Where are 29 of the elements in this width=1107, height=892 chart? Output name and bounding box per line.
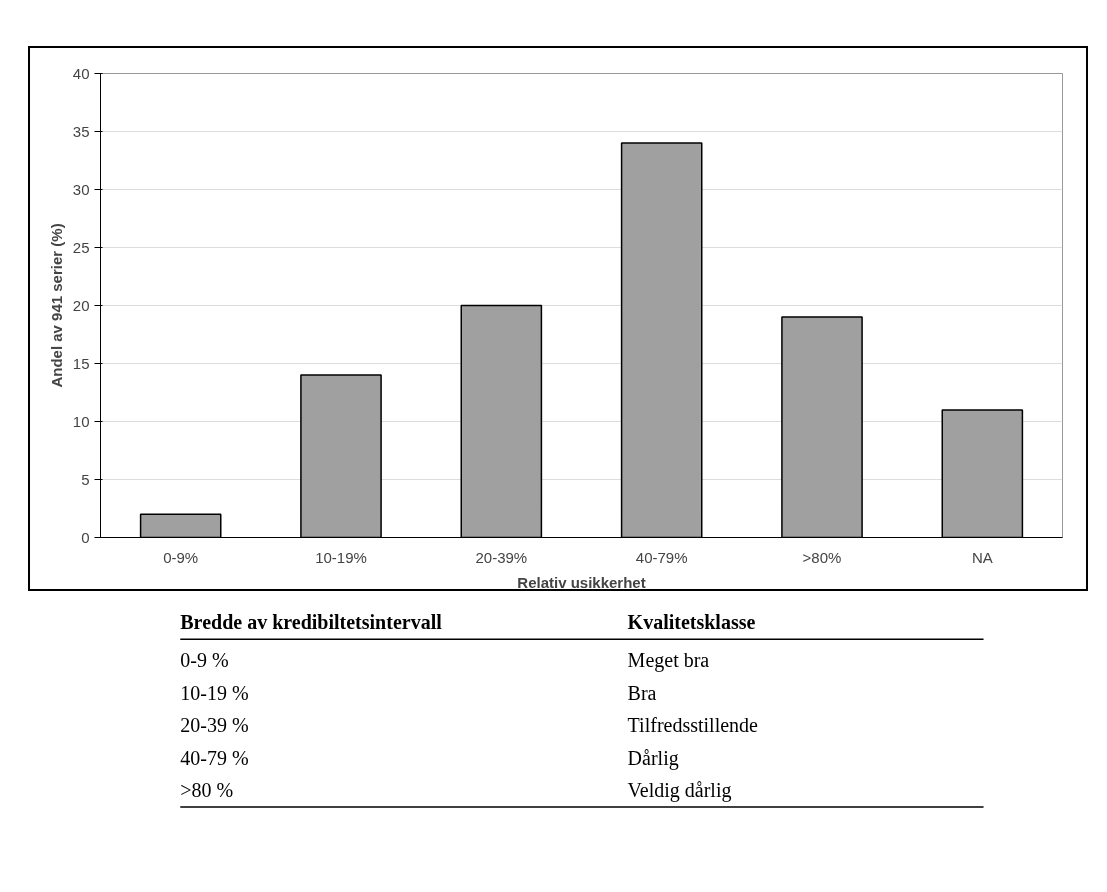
x-tick-label: NA	[971, 548, 993, 566]
x-tick-label: 0-9%	[163, 548, 199, 566]
y-axis-title: Andel av 941 serier (%)	[47, 223, 65, 388]
text: Tilfredsstillende	[627, 714, 759, 736]
text: Kvalitetsklasse	[627, 611, 756, 634]
text: Bra	[627, 681, 657, 704]
y-tick-label: 0	[81, 528, 90, 546]
text: >80 %	[180, 779, 234, 801]
x-tick-label: 20-39%	[475, 548, 528, 566]
y-tick-label: 15	[72, 354, 90, 372]
text: Meget bra	[627, 649, 710, 672]
y-tick-label: 35	[72, 122, 90, 140]
y-tick-label: 25	[72, 238, 90, 256]
text: Veldig dårlig	[627, 779, 732, 802]
y-tick-label: 20	[72, 296, 90, 314]
x-tick-label: >80%	[802, 548, 842, 566]
x-tick-label: 10-19%	[315, 548, 367, 566]
y-tick-label: 40	[72, 64, 90, 82]
text: 20-39 %	[180, 714, 249, 736]
text: 10-19 %	[180, 681, 249, 704]
x-tick-label: 40-79%	[635, 548, 688, 566]
y-tick-label: 10	[72, 412, 90, 430]
y-tick-label: 5	[81, 470, 90, 488]
text: Bredde av kredibiltetsintervall	[180, 611, 443, 634]
text: 0-9 %	[180, 649, 229, 671]
text: 40-79 %	[180, 746, 249, 769]
text: Dårlig	[627, 746, 679, 770]
y-tick-label: 30	[72, 180, 90, 198]
x-axis-title: Relativ usikkerhet	[517, 573, 646, 591]
